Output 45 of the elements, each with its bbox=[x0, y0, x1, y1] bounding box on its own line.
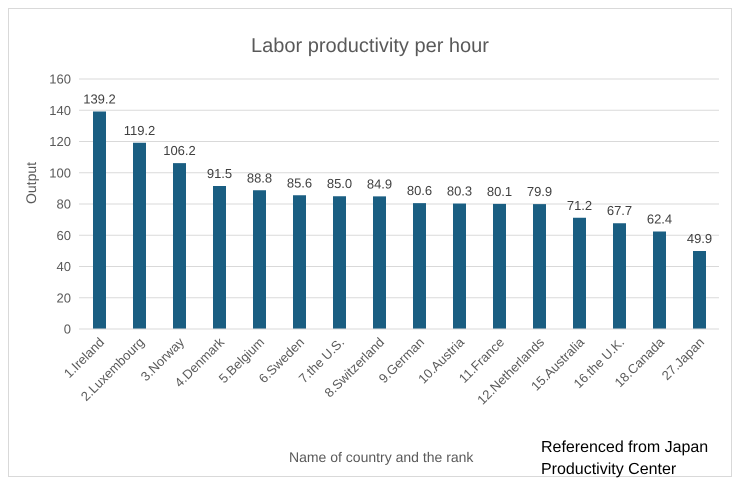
data-label: 91.5 bbox=[206, 166, 232, 182]
data-label: 49.9 bbox=[686, 231, 712, 246]
data-label: 80.3 bbox=[446, 184, 472, 199]
bar bbox=[373, 196, 386, 329]
data-label: 139.2 bbox=[83, 92, 116, 106]
y-tick-label: 40 bbox=[56, 259, 71, 274]
bar bbox=[213, 186, 226, 329]
data-label: 106.2 bbox=[163, 143, 196, 158]
data-label: 88.8 bbox=[246, 170, 272, 186]
data-label: 85.6 bbox=[286, 175, 312, 190]
y-tick-label: 20 bbox=[56, 290, 71, 306]
y-tick-label: 140 bbox=[49, 102, 71, 118]
y-tick-label: 100 bbox=[49, 165, 71, 180]
bar bbox=[693, 251, 706, 329]
text: Referenced from Japan Productivity Center bbox=[541, 438, 710, 480]
chart-title: Labor productivity per hour bbox=[250, 35, 490, 58]
bar bbox=[533, 204, 546, 329]
bar bbox=[653, 232, 666, 329]
data-label: 79.9 bbox=[526, 184, 552, 200]
bar bbox=[173, 163, 186, 329]
y-tick-label: 0 bbox=[64, 322, 71, 337]
data-label: 67.7 bbox=[606, 203, 632, 218]
y-axis-title: Output bbox=[22, 162, 39, 204]
bar bbox=[253, 190, 266, 329]
bar bbox=[133, 142, 146, 329]
bar bbox=[493, 204, 506, 329]
data-label: 71.2 bbox=[566, 198, 592, 213]
data-label: 84.9 bbox=[366, 176, 392, 192]
y-tick-label: 160 bbox=[49, 72, 71, 87]
y-tick-label: 60 bbox=[56, 228, 71, 243]
data-label: 80.6 bbox=[406, 183, 432, 198]
data-label: 119.2 bbox=[124, 122, 156, 138]
y-tick-label: 120 bbox=[49, 134, 71, 150]
data-label: 80.1 bbox=[486, 184, 512, 199]
bar bbox=[613, 223, 626, 329]
y-tick-label: 80 bbox=[56, 196, 71, 212]
data-label: 62.4 bbox=[646, 212, 672, 226]
bar bbox=[293, 195, 306, 329]
x-axis-title: Name of country and the rank bbox=[289, 449, 474, 465]
bar bbox=[573, 218, 586, 329]
bar bbox=[333, 196, 346, 329]
bar bbox=[413, 203, 426, 329]
bar bbox=[453, 204, 466, 329]
data-label: 85.0 bbox=[326, 176, 352, 192]
bar bbox=[93, 112, 106, 329]
